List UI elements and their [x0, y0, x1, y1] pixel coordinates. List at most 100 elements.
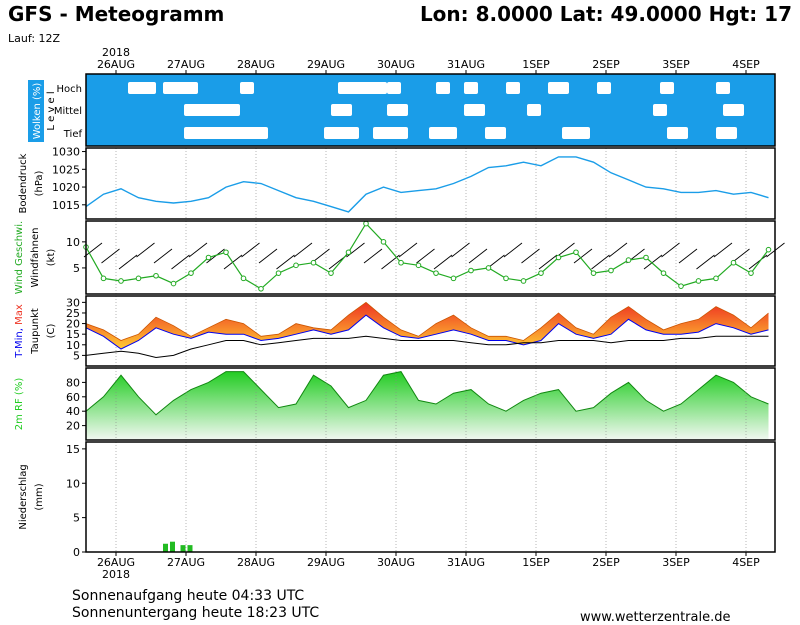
cloud-cover-block: [331, 104, 352, 116]
wind-barb: [713, 242, 733, 258]
sunrise-text: Sonnenaufgang heute 04:33 UTC: [72, 588, 304, 604]
wind-speed-point: [608, 267, 614, 274]
y-tick-label: 10: [66, 236, 80, 249]
wind-barb: [363, 248, 383, 264]
x-tick-label-bottom: 30AUG: [377, 556, 415, 569]
humidity-frame: [85, 367, 776, 441]
y-tick-label: 25: [66, 307, 80, 320]
wind-speed-point: [433, 270, 439, 276]
source-credit: www.wetterzentrale.de: [580, 610, 730, 625]
pressure-unit-label: (hPa): [34, 170, 45, 196]
cloud-cover-block: [506, 82, 520, 94]
wind-barb: [258, 248, 278, 264]
precip-unit-label: (mm): [34, 483, 45, 510]
wind-speed-point: [205, 254, 212, 261]
wind-speed-point: [293, 262, 299, 269]
wind-barb: [608, 242, 628, 258]
wind-barb: [241, 242, 260, 258]
cloud-cover-block: [597, 82, 611, 94]
tmax-legend: Max: [14, 304, 25, 325]
wind-axis-label: Wind Geschwi.: [14, 221, 25, 294]
cloud-cover-block: [716, 82, 730, 94]
cloud-cover-block: [387, 82, 401, 94]
sunset-text: Sonnenuntergang heute 18:23 UTC: [72, 605, 319, 621]
x-tick-label-bottom: 1SEP: [522, 556, 550, 569]
y-tick-label: 1025: [52, 163, 80, 176]
wind-unit-label: (kt): [46, 249, 57, 267]
x-tick-label-bottom: 31AUG: [447, 556, 485, 569]
cloud-cover-block: [184, 104, 240, 116]
x-tick-label-bottom: 26AUG: [97, 556, 135, 569]
y-tick-label: 10: [66, 339, 80, 352]
wind-barb: [118, 254, 138, 270]
cloud-cover-block: [464, 82, 478, 94]
wind-speed-point: [713, 275, 719, 282]
x-tick-label-top: 31AUG: [447, 58, 485, 71]
wind-barb: [696, 254, 715, 270]
temperature-range-area: [86, 302, 769, 349]
x-tick-label-bottom: 27AUG: [167, 556, 205, 569]
wind-barb: [451, 242, 470, 258]
wind-speed-point: [520, 278, 527, 284]
x-tick-label-bottom: 2SEP: [592, 556, 620, 569]
wind-speed-point: [450, 275, 457, 282]
x-tick-label-bottom: 3SEP: [662, 556, 690, 569]
pressure-line: [85, 156, 769, 213]
cloud-cover-block: [436, 82, 450, 94]
x-tick-label-bottom: 29AUG: [307, 556, 345, 569]
wind-speed-point: [118, 278, 124, 284]
year-label-bottom: 2018: [102, 568, 130, 581]
cloud-cover-block: [184, 127, 268, 139]
wind-barb: [153, 248, 173, 264]
wind-speed-point: [538, 270, 544, 276]
wind-barb: [538, 254, 558, 270]
wind-speed-point: [415, 262, 422, 269]
wind-speed-point: [573, 249, 579, 256]
humidity-area: [86, 371, 769, 440]
wind-barb: [591, 254, 610, 270]
x-tick-label-top: 26AUG: [97, 58, 135, 71]
x-tick-label-top: 3SEP: [662, 58, 690, 71]
y-tick-label: 60: [66, 391, 80, 404]
cloud-cover-block: [464, 104, 485, 116]
wind-speed-point: [643, 254, 649, 261]
wind-barb: [398, 242, 418, 258]
wind-speed-point: [135, 275, 142, 282]
precip-bar: [170, 541, 175, 552]
cloud-cover-block: [429, 127, 457, 139]
y-tick-label: 15: [66, 443, 80, 456]
wind-barb: [293, 242, 313, 258]
x-tick-label-top: 1SEP: [522, 58, 550, 71]
precip-bar: [163, 543, 168, 552]
tmin-line: [85, 314, 769, 350]
wind-speed-point: [678, 283, 684, 289]
wind-barb: [188, 242, 208, 258]
run-label: Lauf: 12Z: [8, 32, 61, 45]
cloud-cover-block: [660, 82, 674, 94]
cloud-cover-block: [163, 82, 198, 94]
wind-speed-point: [240, 275, 247, 282]
cloud-cover-block: [324, 127, 359, 139]
cloud-cover-block: [723, 104, 744, 116]
wind-speed-point: [590, 270, 597, 276]
y-tick-label: 80: [66, 376, 80, 389]
y-tick-label: 5: [73, 262, 80, 275]
y-tick-label: 20: [66, 420, 80, 433]
wind-barb: [643, 254, 663, 270]
cloud-level-label: L e v e l: [46, 91, 57, 130]
wind-barb: [468, 248, 488, 264]
wind-speed-point: [398, 259, 404, 266]
cloud-frame: [85, 73, 776, 147]
wind-speed-point: [363, 220, 369, 227]
wind-speed-point: [223, 249, 229, 256]
x-tick-label-top: 2SEP: [592, 58, 620, 71]
wind-barb: [416, 248, 435, 264]
wind-barb: [171, 254, 190, 270]
humidity-axis-label: 2m RF (%): [14, 378, 25, 431]
cloud-cover-block: [716, 127, 737, 139]
wind-speed-point: [188, 270, 194, 276]
wind-barb: [101, 248, 120, 264]
precip-bar: [180, 545, 186, 552]
cloud-level-low: Tief: [63, 129, 83, 140]
wind-barb-label: Windfahnen: [30, 228, 41, 288]
